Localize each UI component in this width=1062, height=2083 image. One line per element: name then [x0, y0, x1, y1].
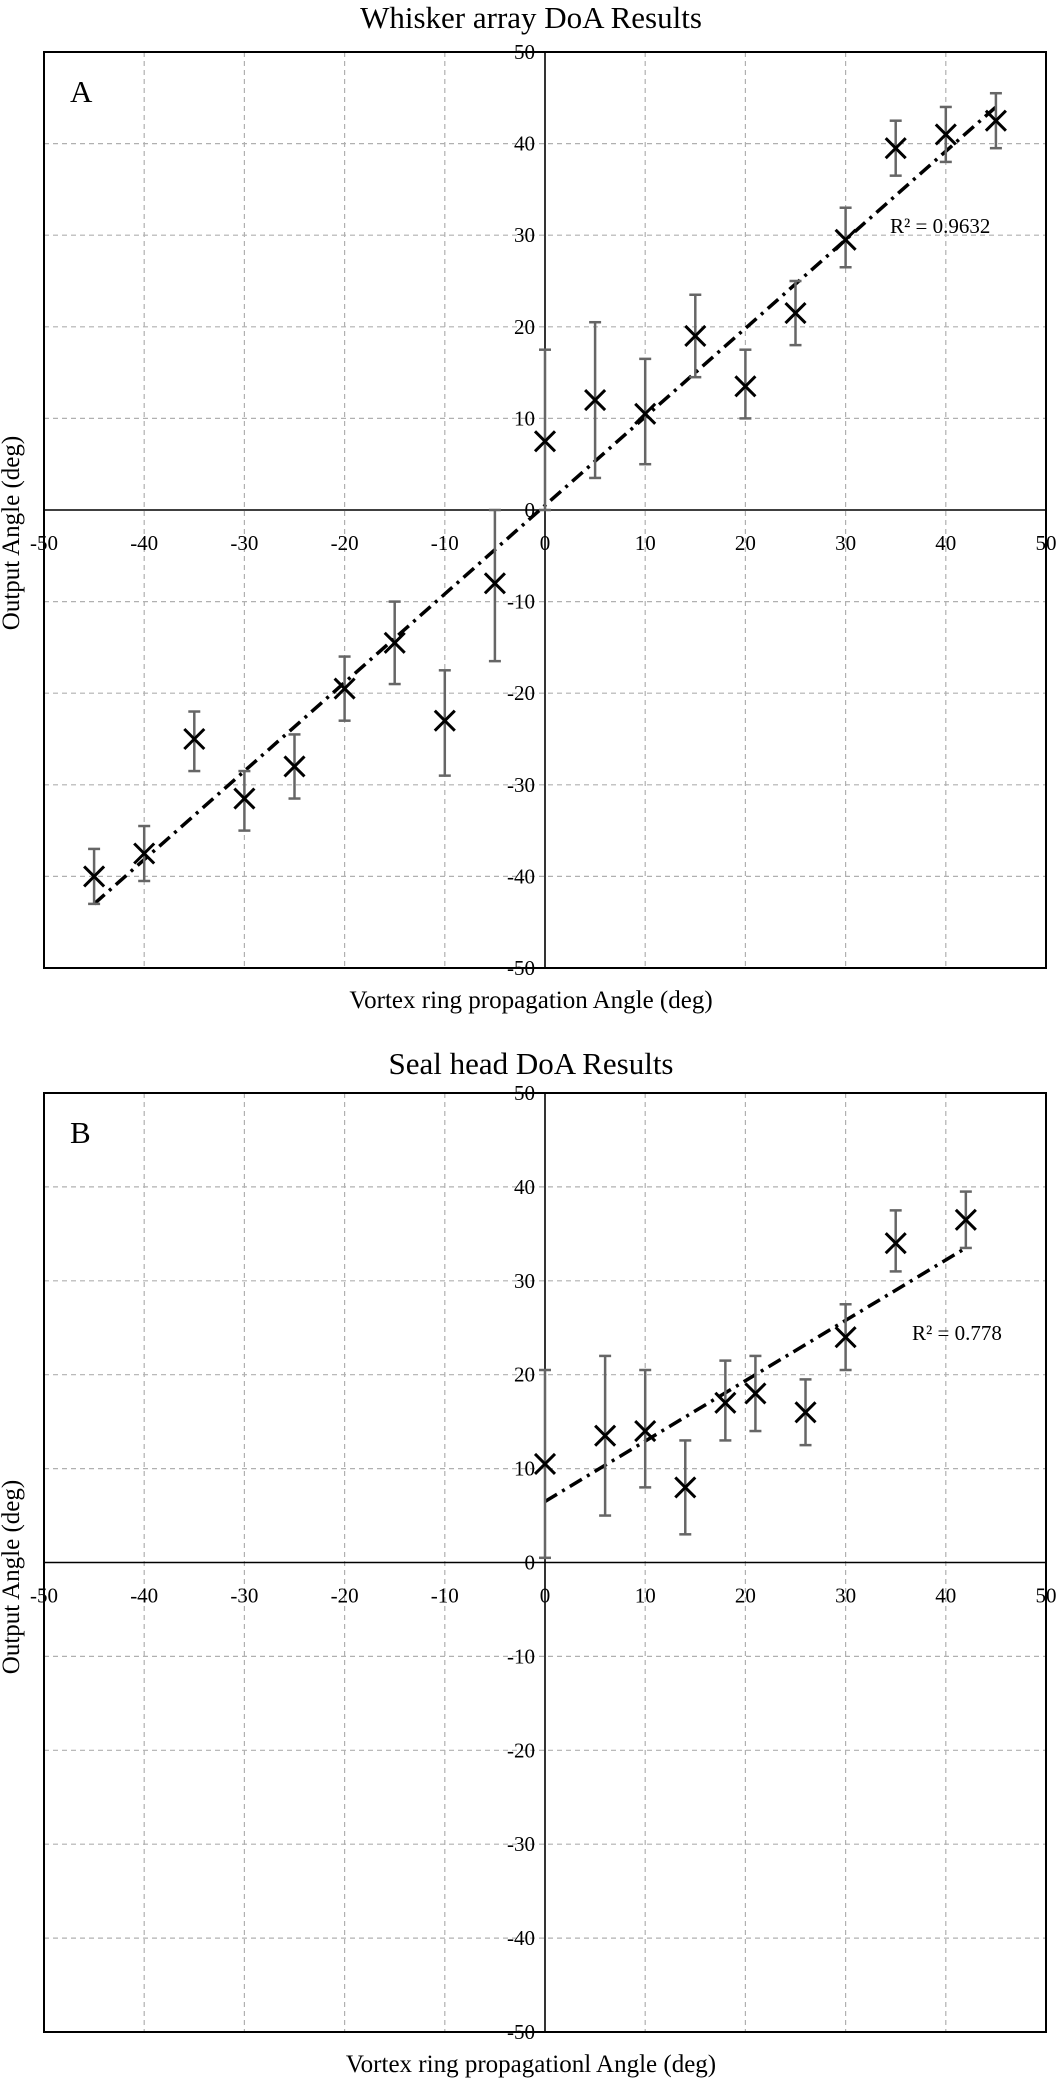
y-tick-label-a: 40: [514, 132, 535, 156]
data-point-a: [283, 755, 306, 778]
y-tick-label-a: 10: [514, 406, 535, 430]
data-point-b: [884, 1232, 907, 1255]
x-tick-label-a: 40: [935, 531, 956, 555]
panel-letter-b: B: [70, 1115, 91, 1150]
x-tick-label-a: 50: [1036, 531, 1057, 555]
data-point-a: [934, 123, 957, 146]
data-point-a: [383, 631, 406, 654]
y-tick-label-b: -50: [507, 2020, 535, 2044]
x-tick-label-b: 50: [1036, 1584, 1057, 1608]
data-point-a: [884, 137, 907, 160]
y-tick-label-a: -20: [507, 681, 535, 705]
x-tick-label-a: -40: [130, 531, 158, 555]
data-point-a: [183, 727, 206, 751]
x-tick-label-a: 30: [835, 531, 856, 555]
y-tick-label-b: -40: [507, 1926, 535, 1950]
x-tick-label-a: 20: [735, 531, 756, 555]
data-point-a: [684, 324, 707, 348]
y-tick-label-b: 0: [525, 1551, 536, 1575]
x-tick-label-b: 10: [635, 1584, 656, 1608]
y-tick-label-b: -20: [507, 1738, 535, 1762]
x-tick-label-b: -40: [130, 1584, 158, 1608]
x-tick-label-a: 10: [635, 531, 656, 555]
panel-letter-a: A: [70, 74, 93, 109]
x-axis-label-a: Vortex ring propagation Angle (deg): [349, 987, 713, 1014]
data-point-a: [784, 301, 807, 325]
chart-title-b: Seal head DoA Results: [388, 1046, 674, 1081]
y-tick-label-a: 30: [514, 223, 535, 247]
data-point-b: [834, 1326, 857, 1349]
data-point-b: [634, 1419, 657, 1443]
data-point-a: [533, 430, 557, 453]
data-point-b: [794, 1401, 817, 1424]
y-tick-label-b: 50: [514, 1081, 535, 1105]
data-point-a: [133, 842, 156, 865]
y-tick-label-a: -40: [507, 864, 535, 888]
chart-title-a: Whisker array DoA Results: [360, 0, 702, 35]
x-tick-label-b: -20: [331, 1584, 359, 1608]
y-tick-label-a: -30: [507, 773, 535, 797]
y-tick-label-b: 10: [514, 1457, 535, 1481]
y-tick-label-b: -10: [507, 1644, 535, 1668]
r-squared-label-b: R² = 0.778: [912, 1321, 1002, 1345]
data-point-b: [954, 1208, 977, 1231]
data-point-a: [83, 865, 106, 888]
data-point-a: [333, 677, 356, 700]
data-point-a: [483, 572, 506, 595]
r-squared-label-a: R² = 0.9632: [890, 214, 990, 238]
x-tick-label-b: 40: [935, 1584, 956, 1608]
x-tick-label-a: 0: [540, 531, 551, 555]
data-point-a: [834, 228, 857, 251]
x-tick-label-a: -30: [230, 531, 258, 555]
y-tick-label-b: 40: [514, 1175, 535, 1199]
data-point-a: [433, 709, 456, 732]
x-tick-label-b: 0: [540, 1584, 551, 1608]
x-tick-label-a: -10: [431, 531, 459, 555]
data-point-b: [744, 1382, 767, 1405]
x-tick-label-b: -50: [30, 1584, 58, 1608]
data-point-b: [714, 1391, 737, 1414]
x-tick-label-b: -30: [230, 1584, 258, 1608]
y-tick-label-a: 20: [514, 315, 535, 339]
y-tick-label-a: 0: [525, 498, 536, 522]
x-tick-label-a: -20: [331, 531, 359, 555]
y-tick-label-a: -50: [507, 956, 535, 980]
data-point-a: [233, 787, 256, 810]
x-tick-label-b: 20: [735, 1584, 756, 1608]
data-point-b: [674, 1476, 697, 1499]
y-tick-label-a: -10: [507, 590, 535, 614]
data-point-a: [584, 389, 607, 412]
y-tick-label-b: 20: [514, 1363, 535, 1387]
x-tick-label-a: -50: [30, 531, 58, 555]
x-tick-label-b: 30: [835, 1584, 856, 1608]
data-point-b: [533, 1452, 557, 1475]
data-point-a: [634, 402, 657, 425]
data-point-a: [734, 375, 757, 398]
data-point-a: [984, 109, 1007, 132]
y-tick-label-b: -30: [507, 1832, 535, 1856]
data-point-b: [594, 1424, 617, 1447]
y-tick-label-b: 30: [514, 1269, 535, 1293]
x-axis-label-b: Vortex ring propagationl Angle (deg): [345, 2051, 717, 2078]
y-tick-label-a: 50: [514, 40, 535, 64]
x-tick-label-b: -10: [431, 1584, 459, 1608]
